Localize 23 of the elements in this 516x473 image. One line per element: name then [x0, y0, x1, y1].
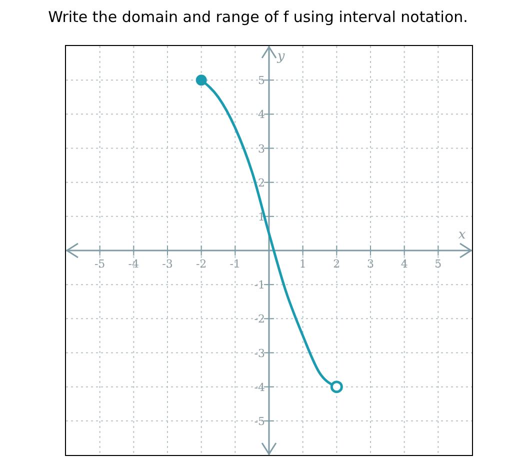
- x-tick-label: -4: [128, 258, 140, 270]
- y-axis-title: y: [276, 49, 286, 64]
- x-tick-label: -3: [162, 258, 173, 270]
- y-tick-label: -1: [254, 278, 265, 292]
- y-tick-label: -3: [254, 346, 265, 360]
- x-axis-title: x: [458, 228, 466, 242]
- y-tick-label: 5: [258, 74, 265, 88]
- x-tick-label: 1: [299, 258, 306, 270]
- y-tick-label: 3: [258, 142, 265, 156]
- y-tick-label: -4: [254, 380, 265, 394]
- y-tick-label: 2: [258, 176, 265, 190]
- y-tick-label: 4: [258, 108, 265, 122]
- y-tick-label: -2: [254, 312, 265, 326]
- x-tick-label: -2: [196, 258, 207, 270]
- x-tick-label: 3: [367, 258, 374, 270]
- x-tick-label: 4: [400, 258, 408, 270]
- x-tick-label: 5: [434, 258, 442, 270]
- chart-title: Write the domain and range of f using interval notation.: [47, 8, 469, 26]
- x-tick-label: 2: [333, 258, 340, 270]
- x-tick-label: -5: [94, 258, 106, 270]
- x-tick-label: -1: [230, 258, 241, 270]
- y-tick-label: -5: [254, 414, 265, 428]
- y-tick-label: 1: [258, 210, 265, 224]
